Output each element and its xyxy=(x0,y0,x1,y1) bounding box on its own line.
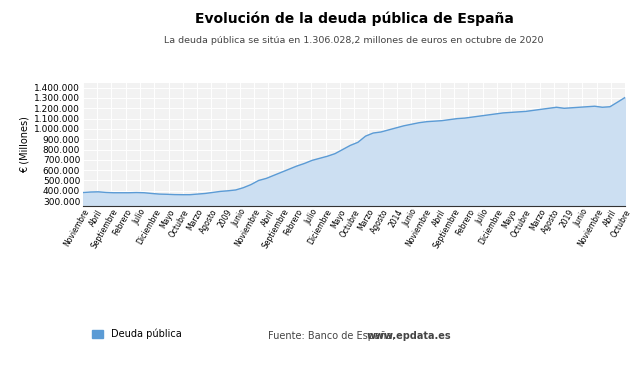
Legend: Deuda pública: Deuda pública xyxy=(88,325,186,343)
Text: Evolución de la deuda pública de España: Evolución de la deuda pública de España xyxy=(195,11,514,26)
Text: La deuda pública se sitúa en 1.306.028,2 millones de euros en octubre de 2020: La deuda pública se sitúa en 1.306.028,2… xyxy=(165,36,544,45)
Y-axis label: € (Millones): € (Millones) xyxy=(20,116,30,173)
Text: www.epdata.es: www.epdata.es xyxy=(367,331,452,340)
Text: Fuente: Banco de España,: Fuente: Banco de España, xyxy=(268,331,399,340)
